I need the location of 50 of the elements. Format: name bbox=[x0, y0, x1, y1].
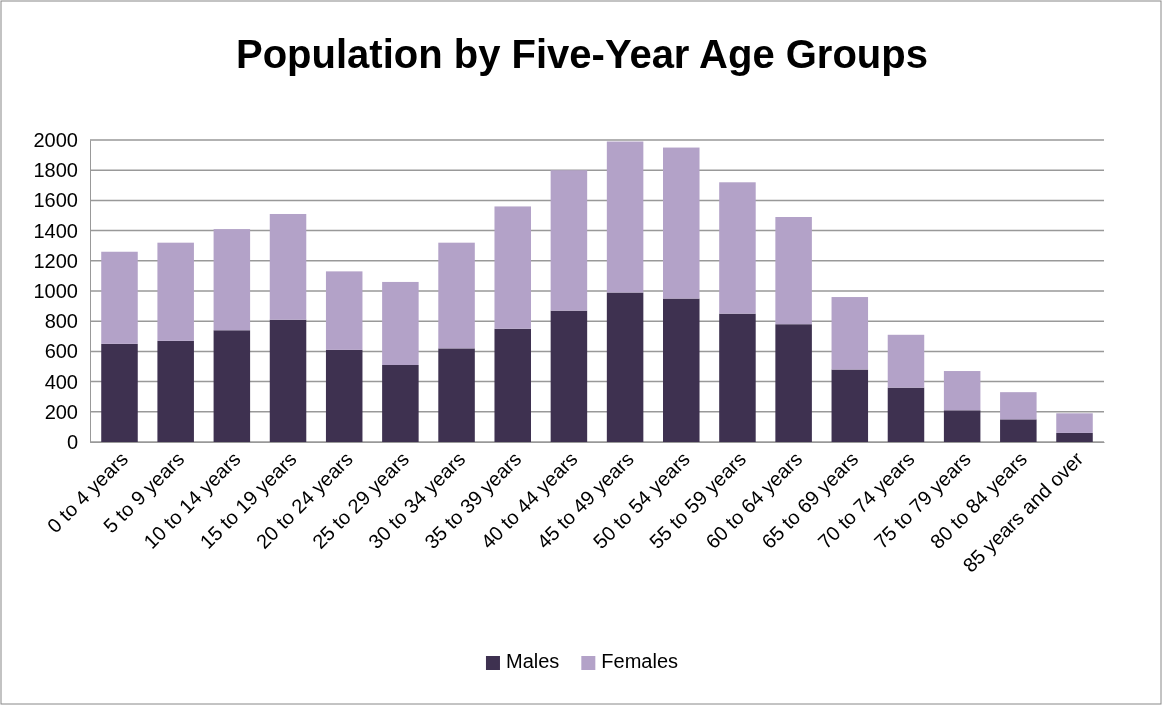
bar bbox=[438, 348, 475, 442]
bar bbox=[1000, 419, 1037, 442]
bar bbox=[438, 242, 475, 349]
bar bbox=[775, 324, 812, 442]
bar bbox=[101, 251, 138, 344]
bar bbox=[382, 364, 419, 442]
bar bbox=[606, 292, 644, 442]
bar bbox=[831, 369, 869, 442]
y-tick-label: 1000 bbox=[33, 279, 78, 302]
y-tick-label: 400 bbox=[44, 370, 78, 393]
y-tick-label: 1200 bbox=[33, 249, 78, 272]
y-tick-label: 1400 bbox=[33, 219, 78, 242]
y-tick-label: 1600 bbox=[33, 189, 78, 212]
bar bbox=[887, 387, 925, 442]
y-tick-label: 600 bbox=[44, 340, 78, 363]
legend-label: Females bbox=[601, 650, 679, 672]
bar bbox=[663, 298, 700, 442]
y-tick-label: 2000 bbox=[33, 128, 78, 151]
bar bbox=[719, 313, 756, 442]
bar bbox=[494, 206, 531, 329]
bar bbox=[157, 340, 194, 442]
bar bbox=[1056, 432, 1093, 442]
bar bbox=[325, 271, 363, 350]
legend-label: Males bbox=[505, 650, 560, 672]
y-tick-label: 0 bbox=[66, 430, 78, 453]
bar bbox=[606, 141, 644, 293]
y-tick-label: 800 bbox=[44, 310, 78, 333]
bar bbox=[550, 310, 588, 442]
bar bbox=[101, 343, 138, 442]
bar bbox=[550, 170, 588, 311]
bar bbox=[887, 334, 925, 388]
bar bbox=[382, 281, 419, 365]
bar bbox=[494, 328, 531, 442]
bar bbox=[325, 349, 363, 442]
bar bbox=[1000, 392, 1037, 420]
bar bbox=[157, 242, 194, 341]
bar bbox=[943, 410, 981, 442]
bar bbox=[775, 217, 812, 325]
bar bbox=[719, 182, 756, 314]
bar bbox=[213, 330, 251, 442]
bar bbox=[269, 319, 307, 442]
chart-title: Population by Five-Year Age Groups bbox=[236, 32, 928, 76]
bar bbox=[269, 213, 307, 320]
y-tick-label: 1800 bbox=[33, 159, 78, 182]
bar bbox=[213, 229, 251, 331]
bar bbox=[1056, 413, 1093, 433]
bar bbox=[663, 147, 700, 299]
bar bbox=[943, 371, 981, 411]
y-tick-label: 200 bbox=[44, 400, 78, 423]
bar bbox=[831, 297, 869, 370]
